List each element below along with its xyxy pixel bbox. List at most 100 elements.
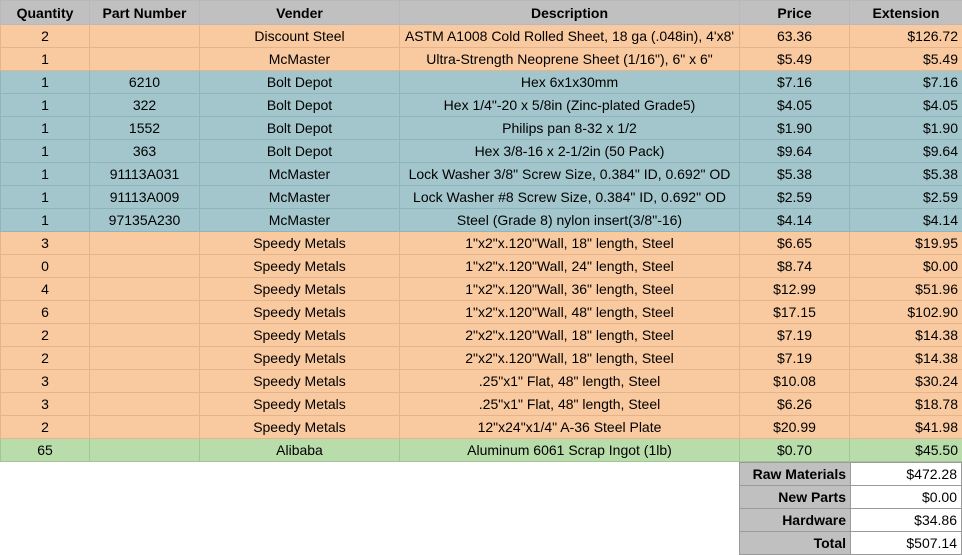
- quantity-cell[interactable]: 1: [0, 208, 90, 232]
- totals-label[interactable]: New Parts: [739, 485, 851, 509]
- price-cell[interactable]: $4.05: [739, 93, 850, 117]
- part-number-cell[interactable]: 97135A230: [89, 208, 200, 232]
- quantity-cell[interactable]: 1: [0, 47, 90, 71]
- extension-cell[interactable]: $14.38: [849, 323, 962, 347]
- description-cell[interactable]: Philips pan 8-32 x 1/2: [399, 116, 740, 140]
- quantity-cell[interactable]: 1: [0, 185, 90, 209]
- extension-cell[interactable]: $5.38: [849, 162, 962, 186]
- column-header-part-number[interactable]: Part Number: [89, 0, 200, 25]
- quantity-cell[interactable]: 0: [0, 254, 90, 278]
- quantity-cell[interactable]: 3: [0, 392, 90, 416]
- part-number-cell[interactable]: [89, 300, 200, 324]
- quantity-cell[interactable]: 4: [0, 277, 90, 301]
- vendor-cell[interactable]: Speedy Metals: [199, 231, 400, 255]
- part-number-cell[interactable]: 6210: [89, 70, 200, 94]
- vendor-cell[interactable]: Speedy Metals: [199, 369, 400, 393]
- description-cell[interactable]: 2"x2"x.120"Wall, 18" length, Steel: [399, 346, 740, 370]
- price-cell[interactable]: $7.16: [739, 70, 850, 94]
- vendor-cell[interactable]: Discount Steel: [199, 24, 400, 48]
- part-number-cell[interactable]: [89, 346, 200, 370]
- quantity-cell[interactable]: 2: [0, 323, 90, 347]
- vendor-cell[interactable]: Speedy Metals: [199, 254, 400, 278]
- price-cell[interactable]: $4.14: [739, 208, 850, 232]
- vendor-cell[interactable]: Speedy Metals: [199, 392, 400, 416]
- extension-cell[interactable]: $5.49: [849, 47, 962, 71]
- part-number-cell[interactable]: [89, 24, 200, 48]
- description-cell[interactable]: Hex 1/4"-20 x 5/8in (Zinc-plated Grade5): [399, 93, 740, 117]
- description-cell[interactable]: ASTM A1008 Cold Rolled Sheet, 18 ga (.04…: [399, 24, 740, 48]
- vendor-cell[interactable]: Alibaba: [199, 438, 400, 462]
- extension-cell[interactable]: $9.64: [849, 139, 962, 163]
- part-number-cell[interactable]: [89, 231, 200, 255]
- vendor-cell[interactable]: Bolt Depot: [199, 70, 400, 94]
- extension-cell[interactable]: $45.50: [849, 438, 962, 462]
- column-header-description[interactable]: Description: [399, 0, 740, 25]
- price-cell[interactable]: 63.36: [739, 24, 850, 48]
- extension-cell[interactable]: $30.24: [849, 369, 962, 393]
- quantity-cell[interactable]: 3: [0, 369, 90, 393]
- vendor-cell[interactable]: Bolt Depot: [199, 93, 400, 117]
- vendor-cell[interactable]: Speedy Metals: [199, 346, 400, 370]
- totals-label[interactable]: Total: [739, 531, 851, 555]
- extension-cell[interactable]: $51.96: [849, 277, 962, 301]
- description-cell[interactable]: 1"x2"x.120"Wall, 18" length, Steel: [399, 231, 740, 255]
- totals-label[interactable]: Hardware: [739, 508, 851, 532]
- vendor-cell[interactable]: Speedy Metals: [199, 277, 400, 301]
- extension-cell[interactable]: $7.16: [849, 70, 962, 94]
- vendor-cell[interactable]: McMaster: [199, 208, 400, 232]
- quantity-cell[interactable]: 3: [0, 231, 90, 255]
- extension-cell[interactable]: $18.78: [849, 392, 962, 416]
- part-number-cell[interactable]: [89, 438, 200, 462]
- price-cell[interactable]: $8.74: [739, 254, 850, 278]
- part-number-cell[interactable]: 1552: [89, 116, 200, 140]
- price-cell[interactable]: $20.99: [739, 415, 850, 439]
- price-cell[interactable]: $7.19: [739, 323, 850, 347]
- column-header-quantity[interactable]: Quantity: [0, 0, 90, 25]
- description-cell[interactable]: 1"x2"x.120"Wall, 24" length, Steel: [399, 254, 740, 278]
- quantity-cell[interactable]: 2: [0, 346, 90, 370]
- quantity-cell[interactable]: 65: [0, 438, 90, 462]
- part-number-cell[interactable]: [89, 415, 200, 439]
- description-cell[interactable]: Aluminum 6061 Scrap Ingot (1lb): [399, 438, 740, 462]
- quantity-cell[interactable]: 6: [0, 300, 90, 324]
- vendor-cell[interactable]: McMaster: [199, 47, 400, 71]
- description-cell[interactable]: Steel (Grade 8) nylon insert(3/8"-16): [399, 208, 740, 232]
- extension-cell[interactable]: $41.98: [849, 415, 962, 439]
- quantity-cell[interactable]: 1: [0, 93, 90, 117]
- price-cell[interactable]: $9.64: [739, 139, 850, 163]
- part-number-cell[interactable]: 322: [89, 93, 200, 117]
- description-cell[interactable]: Hex 3/8-16 x 2-1/2in (50 Pack): [399, 139, 740, 163]
- extension-cell[interactable]: $19.95: [849, 231, 962, 255]
- part-number-cell[interactable]: 363: [89, 139, 200, 163]
- description-cell[interactable]: .25"x1" Flat, 48" length, Steel: [399, 369, 740, 393]
- quantity-cell[interactable]: 1: [0, 70, 90, 94]
- totals-value[interactable]: $34.86: [850, 508, 962, 532]
- extension-cell[interactable]: $102.90: [849, 300, 962, 324]
- price-cell[interactable]: $12.99: [739, 277, 850, 301]
- description-cell[interactable]: Hex 6x1x30mm: [399, 70, 740, 94]
- vendor-cell[interactable]: Speedy Metals: [199, 323, 400, 347]
- description-cell[interactable]: 2"x2"x.120"Wall, 18" length, Steel: [399, 323, 740, 347]
- extension-cell[interactable]: $4.05: [849, 93, 962, 117]
- price-cell[interactable]: $7.19: [739, 346, 850, 370]
- description-cell[interactable]: Ultra-Strength Neoprene Sheet (1/16"), 6…: [399, 47, 740, 71]
- totals-value[interactable]: $507.14: [850, 531, 962, 555]
- price-cell[interactable]: $2.59: [739, 185, 850, 209]
- vendor-cell[interactable]: Bolt Depot: [199, 139, 400, 163]
- extension-cell[interactable]: $126.72: [849, 24, 962, 48]
- totals-value[interactable]: $472.28: [850, 462, 962, 486]
- price-cell[interactable]: $1.90: [739, 116, 850, 140]
- vendor-cell[interactable]: McMaster: [199, 185, 400, 209]
- description-cell[interactable]: Lock Washer 3/8" Screw Size, 0.384" ID, …: [399, 162, 740, 186]
- vendor-cell[interactable]: Speedy Metals: [199, 415, 400, 439]
- quantity-cell[interactable]: 2: [0, 24, 90, 48]
- description-cell[interactable]: Lock Washer #8 Screw Size, 0.384" ID, 0.…: [399, 185, 740, 209]
- part-number-cell[interactable]: [89, 277, 200, 301]
- part-number-cell[interactable]: [89, 47, 200, 71]
- column-header-extension[interactable]: Extension: [849, 0, 962, 25]
- vendor-cell[interactable]: Bolt Depot: [199, 116, 400, 140]
- price-cell[interactable]: $17.15: [739, 300, 850, 324]
- extension-cell[interactable]: $1.90: [849, 116, 962, 140]
- description-cell[interactable]: 12"x24"x1/4" A-36 Steel Plate: [399, 415, 740, 439]
- quantity-cell[interactable]: 1: [0, 116, 90, 140]
